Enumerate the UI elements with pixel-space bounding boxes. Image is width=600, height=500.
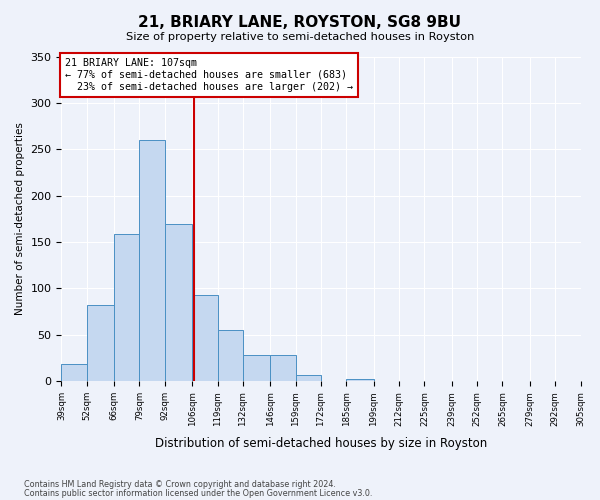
Bar: [346, 380, 374, 382]
Text: 21 BRIARY LANE: 107sqm
← 77% of semi-detached houses are smaller (683)
  23% of : 21 BRIARY LANE: 107sqm ← 77% of semi-det…: [65, 58, 353, 92]
X-axis label: Distribution of semi-detached houses by size in Royston: Distribution of semi-detached houses by …: [155, 437, 487, 450]
Text: Contains public sector information licensed under the Open Government Licence v3: Contains public sector information licen…: [24, 488, 373, 498]
Bar: [192, 295, 218, 382]
Text: Size of property relative to semi-detached houses in Royston: Size of property relative to semi-detach…: [126, 32, 474, 42]
Bar: [114, 234, 139, 382]
Bar: [296, 375, 321, 382]
Bar: [218, 330, 243, 382]
Bar: [87, 305, 114, 382]
Text: Contains HM Land Registry data © Crown copyright and database right 2024.: Contains HM Land Registry data © Crown c…: [24, 480, 336, 489]
Bar: [165, 224, 192, 382]
Y-axis label: Number of semi-detached properties: Number of semi-detached properties: [15, 122, 25, 316]
Text: 21, BRIARY LANE, ROYSTON, SG8 9BU: 21, BRIARY LANE, ROYSTON, SG8 9BU: [139, 15, 461, 30]
Bar: [270, 356, 296, 382]
Bar: [61, 364, 87, 382]
Bar: [139, 140, 165, 382]
Bar: [243, 356, 270, 382]
